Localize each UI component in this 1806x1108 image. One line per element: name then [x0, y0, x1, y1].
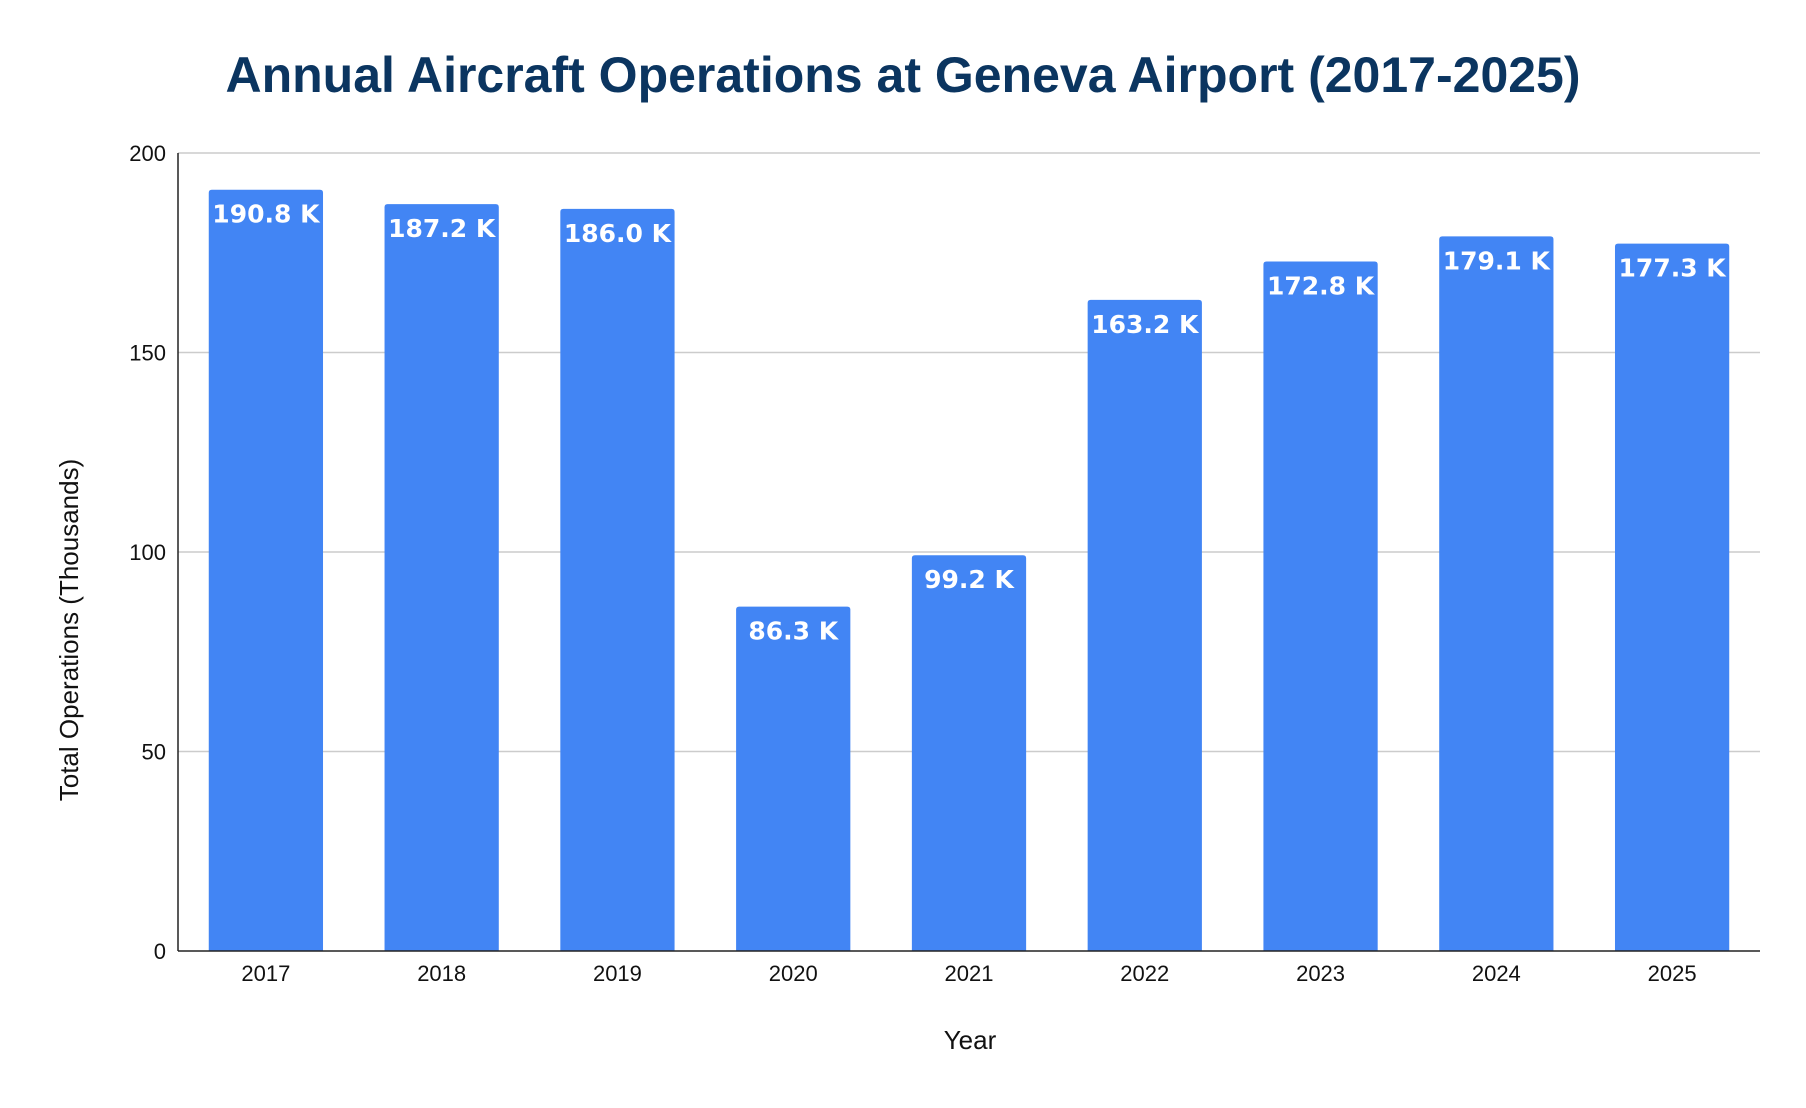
data-label-2021: 99.2 K [924, 565, 1015, 594]
bar-2017 [208, 189, 324, 951]
y-tick-label: 150 [129, 341, 166, 366]
data-label-2019: 186.0 K [564, 219, 673, 248]
bar-2025 [1614, 243, 1730, 951]
chart-title: Annual Aircraft Operations at Geneva Air… [225, 47, 1580, 103]
bar-2021 [911, 555, 1027, 951]
data-label-2023: 172.8 K [1267, 272, 1376, 301]
y-tick-label: 50 [142, 740, 166, 765]
x-axis-label: Year [944, 1025, 997, 1055]
data-label-2017: 190.8 K [212, 200, 321, 229]
x-tick-label-2025: 2025 [1648, 961, 1697, 986]
data-label-2022: 163.2 K [1091, 310, 1200, 339]
x-tick-label-2024: 2024 [1472, 961, 1521, 986]
bar-2022 [1087, 299, 1202, 951]
x-tick-label-2022: 2022 [1120, 961, 1169, 986]
x-tick-label-2019: 2019 [593, 961, 642, 986]
y-tick-label: 200 [129, 141, 166, 166]
data-label-2024: 179.1 K [1443, 246, 1552, 275]
x-tick-label-2017: 2017 [241, 961, 290, 986]
data-label-2020: 86.3 K [748, 617, 839, 646]
data-label-2025: 177.3 K [1619, 254, 1728, 283]
data-label-2018: 187.2 K [388, 214, 497, 243]
bar-2023 [1263, 261, 1378, 951]
x-tick-label-2020: 2020 [769, 961, 818, 986]
bar-2020 [736, 606, 851, 951]
bar-2018 [384, 204, 499, 951]
x-tick-label-2021: 2021 [945, 961, 994, 986]
x-tick-label-2018: 2018 [417, 961, 466, 986]
tick-labels: 0 50 100 150 200 2017 2018 2019 2020 2021 2022 2023… [129, 141, 1696, 986]
bars: 190.8 K 187.2 K 186.0 K 86.3 K 99.2 K 163.2 K… [208, 189, 1730, 952]
y-tick-label: 0 [154, 939, 166, 964]
bar-2024 [1439, 236, 1554, 952]
y-axis-label: Total Operations (Thousands) [54, 459, 84, 802]
x-tick-label-2023: 2023 [1296, 961, 1345, 986]
y-tick-label: 100 [129, 540, 166, 565]
bar-2019 [560, 208, 675, 952]
axes [177, 153, 1760, 952]
